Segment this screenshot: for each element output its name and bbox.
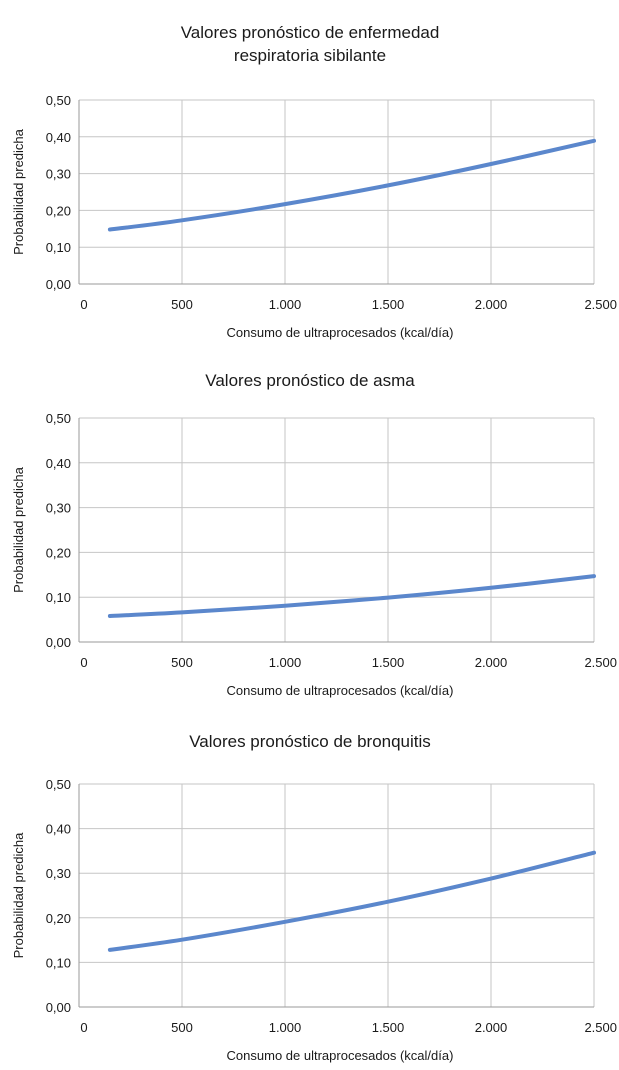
- y-tick-label: 0,50: [46, 411, 71, 426]
- y-axis-label: Probabilidad predicha: [11, 832, 26, 959]
- y-tick-label: 0,30: [46, 866, 71, 881]
- x-tick-label: 1.500: [372, 655, 405, 670]
- x-tick-label: 1.000: [269, 655, 302, 670]
- chart-title: Valores pronóstico de enfermedad: [181, 23, 440, 42]
- y-tick-label: 0,40: [46, 456, 71, 471]
- x-tick-label: 1.500: [372, 297, 405, 312]
- x-tick-label: 0: [80, 1020, 87, 1035]
- y-tick-label: 0,30: [46, 501, 71, 516]
- y-tick-label: 0,50: [46, 93, 71, 108]
- y-tick-label: 0,20: [46, 911, 71, 926]
- y-tick-label: 0,00: [46, 635, 71, 650]
- x-tick-label: 0: [80, 297, 87, 312]
- y-tick-label: 0,20: [46, 545, 71, 560]
- chart-title: Valores pronóstico de asma: [205, 371, 415, 390]
- x-tick-label: 2.500: [584, 297, 617, 312]
- y-tick-label: 0,20: [46, 203, 71, 218]
- x-tick-label: 2.500: [584, 655, 617, 670]
- y-tick-label: 0,50: [46, 777, 71, 792]
- x-tick-label: 1.000: [269, 1020, 302, 1035]
- x-tick-label: 2.000: [475, 655, 508, 670]
- x-tick-label: 500: [171, 655, 193, 670]
- x-tick-label: 1.000: [269, 297, 302, 312]
- y-tick-label: 0,10: [46, 240, 71, 255]
- chart-title: Valores pronóstico de bronquitis: [189, 732, 431, 751]
- x-axis-label: Consumo de ultraprocesados (kcal/día): [227, 683, 454, 698]
- chart-title: respiratoria sibilante: [234, 46, 386, 65]
- y-tick-label: 0,30: [46, 167, 71, 182]
- series-line: [110, 853, 594, 950]
- series-line: [110, 141, 594, 230]
- y-tick-label: 0,00: [46, 277, 71, 292]
- x-tick-label: 500: [171, 297, 193, 312]
- x-tick-label: 2.000: [475, 297, 508, 312]
- x-tick-label: 500: [171, 1020, 193, 1035]
- y-tick-label: 0,40: [46, 822, 71, 837]
- x-axis-label: Consumo de ultraprocesados (kcal/día): [227, 1048, 454, 1063]
- y-tick-label: 0,10: [46, 590, 71, 605]
- y-axis-label: Probabilidad predicha: [11, 466, 26, 593]
- y-axis-label: Probabilidad predicha: [11, 128, 26, 255]
- x-axis-label: Consumo de ultraprocesados (kcal/día): [227, 325, 454, 340]
- y-tick-label: 0,40: [46, 130, 71, 145]
- y-tick-label: 0,00: [46, 1000, 71, 1015]
- x-tick-label: 2.000: [475, 1020, 508, 1035]
- y-tick-label: 0,10: [46, 955, 71, 970]
- x-tick-label: 1.500: [372, 1020, 405, 1035]
- x-tick-label: 0: [80, 655, 87, 670]
- x-tick-label: 2.500: [584, 1020, 617, 1035]
- series-line: [110, 576, 594, 616]
